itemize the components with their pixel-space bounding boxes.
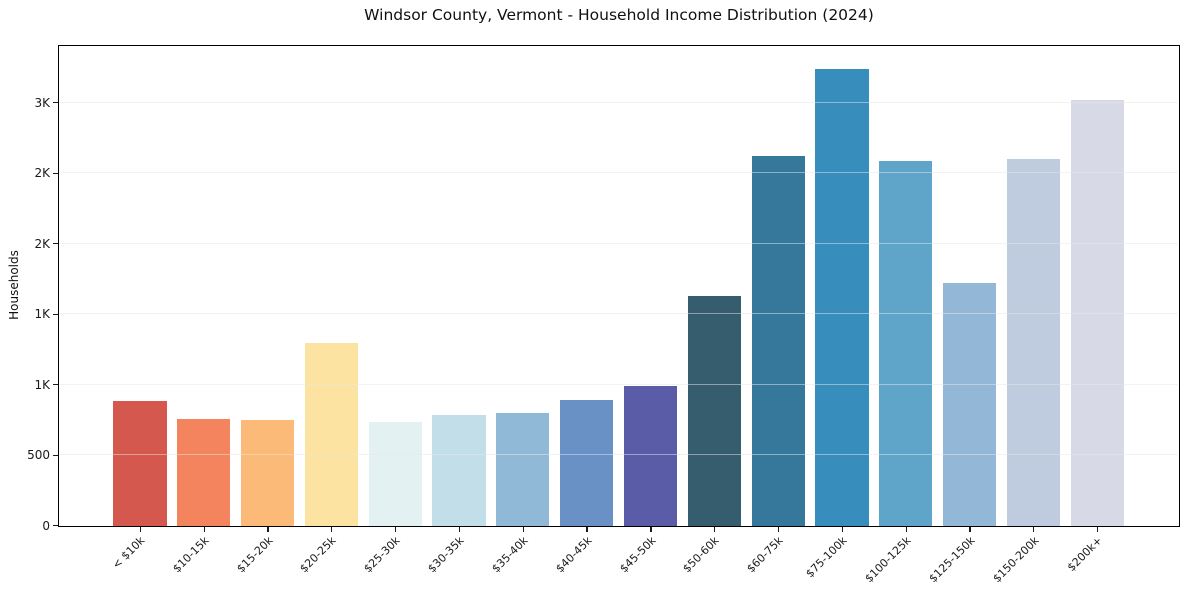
y-axis-tick-label: 2K: [34, 166, 50, 181]
x-axis-tick-label: $30-35k: [425, 534, 467, 576]
x-tick-mark: [650, 527, 652, 532]
gridline: [59, 101, 1179, 103]
x-tick-mark: [1097, 527, 1099, 532]
chart-title: Windsor County, Vermont - Household Inco…: [364, 6, 874, 24]
y-axis-tick-label: 0: [42, 518, 50, 533]
x-tick-mark: [139, 527, 141, 532]
x-axis-tick-label: $35-40k: [489, 534, 531, 576]
y-axis-tick-label: 3K: [34, 95, 50, 110]
x-tick-mark: [267, 527, 269, 532]
y-tick-mark: [53, 454, 58, 456]
bar: [623, 386, 678, 526]
x-axis-tick-label: $200k+: [1064, 534, 1105, 575]
y-axis-tick-label: 500: [27, 448, 50, 463]
x-axis-tick-label: $100-125k: [862, 534, 914, 586]
bar: [113, 400, 167, 526]
x-axis-tick-label: $45-50k: [616, 534, 659, 576]
y-tick-mark: [53, 525, 58, 527]
bar: [942, 282, 997, 526]
y-tick-mark: [53, 243, 58, 245]
plot-area: [58, 45, 1180, 527]
x-axis-tick-label: < $10k: [109, 534, 148, 572]
x-axis-tick-label: $75-100k: [803, 534, 850, 581]
gridline: [59, 313, 1179, 315]
bar: [751, 156, 805, 526]
y-tick-mark: [53, 313, 58, 315]
x-axis-tick-label: $15-20k: [233, 534, 276, 576]
x-axis-tick-label: $25-30k: [361, 534, 403, 576]
bar: [177, 418, 231, 526]
gridline: [59, 242, 1179, 244]
bar: [368, 422, 422, 526]
x-tick-mark: [522, 527, 524, 532]
gridline: [59, 172, 1179, 174]
x-tick-mark: [331, 527, 333, 532]
x-tick-mark: [969, 527, 971, 532]
y-axis-tick-label: 1K: [34, 377, 50, 392]
bar: [560, 399, 614, 526]
bar: [1006, 158, 1061, 526]
x-tick-mark: [203, 527, 205, 532]
x-tick-mark: [1033, 527, 1035, 532]
bar: [815, 69, 869, 526]
bar: [432, 414, 486, 526]
x-axis-tick-label: $60-75k: [744, 534, 786, 576]
x-axis-tick-label: $150-200k: [989, 534, 1042, 586]
x-tick-mark: [777, 527, 780, 532]
x-tick-mark: [714, 527, 716, 532]
x-axis-tick-label: $50-60k: [680, 534, 722, 576]
bar: [304, 342, 359, 526]
x-tick-mark: [905, 527, 907, 532]
y-axis-tick-label: 1K: [34, 307, 50, 322]
x-axis-tick-label: $125-150k: [926, 534, 978, 586]
bar: [240, 420, 295, 526]
gridline: [59, 383, 1179, 385]
gridline: [59, 454, 1179, 456]
y-tick-mark: [53, 102, 58, 104]
x-axis-tick-label: $20-25k: [297, 534, 339, 576]
bar: [879, 160, 933, 526]
bar: [496, 412, 550, 526]
x-tick-mark: [586, 527, 588, 532]
y-axis-tick-label: 2K: [34, 236, 50, 251]
x-axis-tick-label: $40-45k: [553, 534, 595, 576]
x-tick-mark: [458, 527, 461, 532]
x-axis-tick-label: $10-15k: [170, 534, 212, 576]
bar: [687, 296, 741, 526]
y-tick-mark: [53, 172, 58, 174]
x-tick-mark: [395, 527, 397, 532]
x-tick-mark: [841, 527, 843, 532]
y-tick-mark: [53, 384, 58, 386]
